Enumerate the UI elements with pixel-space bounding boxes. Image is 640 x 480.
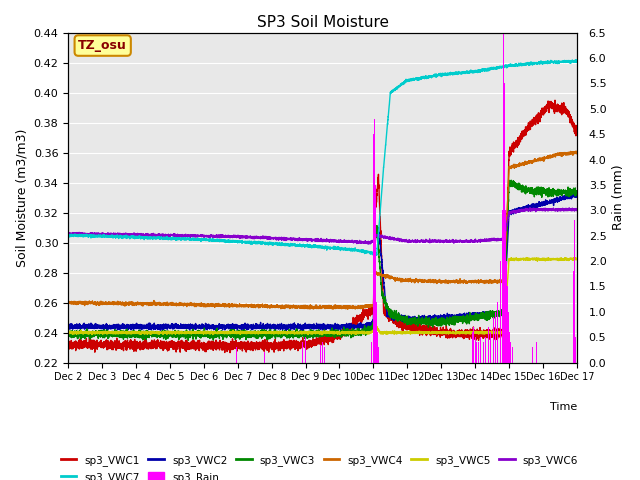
sp3_VWC1 bbox=[259, 338, 266, 344]
sp3_VWC4 bbox=[573, 151, 580, 156]
sp3_VWC4 bbox=[444, 279, 452, 285]
sp3_VWC5 bbox=[318, 332, 326, 338]
sp3_VWC3 bbox=[369, 324, 377, 330]
sp3_VWC7 bbox=[572, 57, 580, 63]
sp3_VWC5 bbox=[369, 327, 377, 333]
sp3_VWC3 bbox=[508, 178, 515, 183]
sp3_VWC4 bbox=[572, 148, 580, 154]
sp3_VWC1 bbox=[573, 132, 580, 138]
sp3_VWC4 bbox=[369, 302, 377, 308]
sp3_VWC1 bbox=[483, 333, 490, 338]
sp3_VWC6 bbox=[396, 236, 403, 242]
sp3_VWC7 bbox=[396, 83, 403, 89]
Line: sp3_VWC6: sp3_VWC6 bbox=[68, 208, 577, 244]
sp3_VWC2 bbox=[64, 324, 72, 330]
Line: sp3_VWC7: sp3_VWC7 bbox=[68, 60, 577, 255]
sp3_VWC2 bbox=[396, 317, 403, 323]
sp3_VWC5 bbox=[157, 330, 164, 336]
sp3_VWC6 bbox=[364, 241, 372, 247]
sp3_VWC2 bbox=[369, 317, 377, 323]
sp3_VWC5 bbox=[259, 330, 266, 336]
sp3_VWC3 bbox=[157, 332, 164, 338]
sp3_VWC7 bbox=[64, 233, 72, 239]
Title: SP3 Soil Moisture: SP3 Soil Moisture bbox=[257, 15, 388, 30]
sp3_VWC1 bbox=[64, 341, 72, 347]
sp3_VWC7 bbox=[157, 236, 164, 241]
sp3_VWC1 bbox=[369, 308, 377, 313]
sp3_VWC3 bbox=[483, 313, 490, 319]
Line: sp3_VWC2: sp3_VWC2 bbox=[68, 193, 577, 331]
sp3_VWC1 bbox=[444, 332, 452, 337]
sp3_VWC6 bbox=[259, 234, 266, 240]
sp3_VWC6 bbox=[64, 230, 72, 236]
sp3_VWC4 bbox=[64, 300, 72, 306]
sp3_VWC7 bbox=[369, 250, 377, 255]
sp3_VWC6 bbox=[369, 238, 377, 244]
sp3_VWC5 bbox=[444, 330, 452, 336]
sp3_VWC3 bbox=[64, 333, 72, 338]
sp3_VWC7 bbox=[372, 252, 380, 258]
sp3_VWC2 bbox=[572, 190, 580, 196]
Line: sp3_VWC5: sp3_VWC5 bbox=[68, 258, 577, 335]
sp3_VWC4 bbox=[157, 300, 164, 306]
sp3_VWC1 bbox=[551, 97, 559, 103]
sp3_VWC6 bbox=[444, 239, 452, 245]
sp3_VWC2 bbox=[157, 322, 164, 327]
Line: sp3_VWC1: sp3_VWC1 bbox=[68, 100, 577, 353]
sp3_VWC6 bbox=[526, 205, 534, 211]
sp3_VWC3 bbox=[184, 337, 192, 343]
sp3_VWC2 bbox=[483, 311, 490, 316]
sp3_VWC3 bbox=[396, 316, 403, 322]
sp3_VWC6 bbox=[483, 237, 490, 242]
Y-axis label: Rain (mm): Rain (mm) bbox=[612, 165, 625, 230]
sp3_VWC1 bbox=[396, 320, 403, 325]
sp3_VWC4 bbox=[483, 278, 490, 284]
sp3_VWC4 bbox=[344, 306, 351, 312]
sp3_VWC7 bbox=[444, 71, 452, 76]
Line: sp3_VWC3: sp3_VWC3 bbox=[68, 180, 577, 340]
sp3_VWC7 bbox=[573, 59, 580, 64]
sp3_VWC5 bbox=[396, 329, 403, 335]
sp3_VWC5 bbox=[573, 256, 580, 262]
sp3_VWC7 bbox=[259, 240, 266, 245]
Line: sp3_VWC4: sp3_VWC4 bbox=[68, 151, 577, 309]
Y-axis label: Soil Moisture (m3/m3): Soil Moisture (m3/m3) bbox=[15, 129, 28, 267]
Legend: sp3_VWC1, sp3_VWC2, sp3_VWC3, sp3_VWC4, sp3_VWC5, sp3_VWC6: sp3_VWC1, sp3_VWC2, sp3_VWC3, sp3_VWC4, … bbox=[56, 451, 582, 470]
sp3_VWC1 bbox=[226, 350, 234, 356]
sp3_VWC5 bbox=[64, 330, 72, 336]
sp3_VWC2 bbox=[330, 328, 338, 334]
sp3_VWC4 bbox=[396, 277, 403, 283]
sp3_VWC6 bbox=[157, 233, 164, 239]
Text: TZ_osu: TZ_osu bbox=[78, 39, 127, 52]
sp3_VWC6 bbox=[573, 207, 580, 213]
Legend: sp3_VWC7, sp3_Rain: sp3_VWC7, sp3_Rain bbox=[56, 468, 223, 480]
sp3_VWC3 bbox=[573, 191, 580, 196]
sp3_VWC2 bbox=[444, 314, 452, 320]
sp3_VWC7 bbox=[483, 67, 490, 72]
sp3_VWC2 bbox=[259, 326, 266, 332]
sp3_VWC4 bbox=[259, 304, 266, 310]
sp3_VWC2 bbox=[573, 191, 580, 197]
sp3_VWC5 bbox=[483, 330, 490, 336]
sp3_VWC3 bbox=[444, 318, 452, 324]
sp3_VWC1 bbox=[157, 341, 164, 347]
Text: Time: Time bbox=[550, 402, 577, 412]
sp3_VWC5 bbox=[523, 255, 531, 261]
sp3_VWC3 bbox=[259, 334, 266, 339]
